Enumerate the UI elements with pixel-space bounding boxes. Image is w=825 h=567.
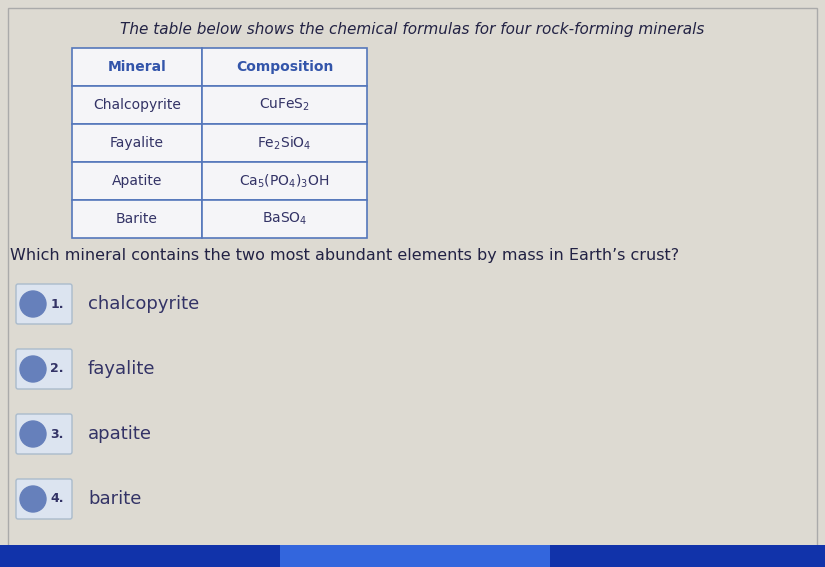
FancyBboxPatch shape [202, 124, 367, 162]
Circle shape [20, 356, 46, 382]
Text: Composition: Composition [236, 60, 333, 74]
Circle shape [20, 486, 46, 512]
Text: Fe$_2$SiO$_4$: Fe$_2$SiO$_4$ [257, 134, 312, 152]
FancyBboxPatch shape [202, 48, 367, 86]
Circle shape [20, 421, 46, 447]
Text: 4.: 4. [50, 493, 64, 506]
Text: chalcopyrite: chalcopyrite [88, 295, 200, 313]
Circle shape [20, 291, 46, 317]
FancyBboxPatch shape [280, 545, 550, 567]
FancyBboxPatch shape [202, 86, 367, 124]
Text: apatite: apatite [88, 425, 152, 443]
FancyBboxPatch shape [72, 200, 202, 238]
Text: 3.: 3. [50, 428, 64, 441]
Text: barite: barite [88, 490, 141, 508]
FancyBboxPatch shape [72, 124, 202, 162]
FancyBboxPatch shape [0, 545, 825, 567]
Text: 1.: 1. [50, 298, 64, 311]
FancyBboxPatch shape [16, 414, 72, 454]
Text: Ca$_5$(PO$_4$)$_3$OH: Ca$_5$(PO$_4$)$_3$OH [239, 172, 330, 190]
FancyBboxPatch shape [16, 284, 72, 324]
Text: Chalcopyrite: Chalcopyrite [93, 98, 181, 112]
FancyBboxPatch shape [16, 349, 72, 389]
FancyBboxPatch shape [202, 162, 367, 200]
Text: Apatite: Apatite [112, 174, 163, 188]
Text: Which mineral contains the two most abundant elements by mass in Earth’s crust?: Which mineral contains the two most abun… [10, 248, 679, 263]
Text: fayalite: fayalite [88, 360, 155, 378]
FancyBboxPatch shape [8, 8, 817, 559]
FancyBboxPatch shape [16, 479, 72, 519]
Text: Mineral: Mineral [107, 60, 167, 74]
FancyBboxPatch shape [202, 200, 367, 238]
FancyBboxPatch shape [72, 48, 202, 86]
Text: 2.: 2. [50, 362, 64, 375]
Text: CuFeS$_2$: CuFeS$_2$ [259, 97, 310, 113]
Text: The table below shows the chemical formulas for four rock-forming minerals: The table below shows the chemical formu… [120, 22, 705, 37]
Text: Barite: Barite [116, 212, 158, 226]
Text: Fayalite: Fayalite [110, 136, 164, 150]
FancyBboxPatch shape [72, 162, 202, 200]
FancyBboxPatch shape [72, 86, 202, 124]
Text: BaSO$_4$: BaSO$_4$ [262, 211, 307, 227]
